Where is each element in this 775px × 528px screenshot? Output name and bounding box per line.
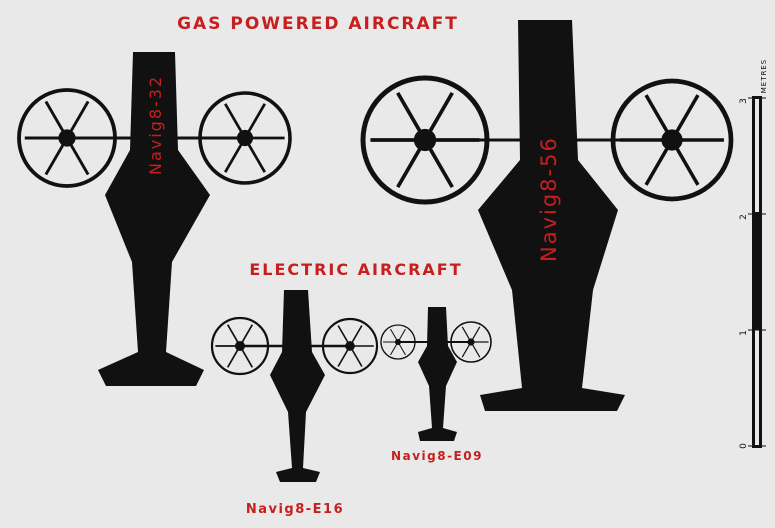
fuselage-navig8-56 xyxy=(478,20,625,411)
fuselage-navig8-32 xyxy=(98,52,210,386)
scale-unit-label: METRES xyxy=(760,59,768,93)
rotor-icon xyxy=(363,78,487,202)
scale-tick-1: 1 xyxy=(739,330,749,336)
scale-tick-2: 2 xyxy=(739,214,749,220)
rotor-icon xyxy=(212,318,268,374)
model-label-navig8-56: Navig8-56 xyxy=(537,136,561,262)
aircraft-navig8-e16 xyxy=(212,290,377,482)
scale-tick-0: 0 xyxy=(739,443,749,449)
rotor-icon xyxy=(19,90,115,186)
gas-powered-heading: GAS POWERED AIRCRAFT xyxy=(177,14,459,34)
electric-heading: ELECTRIC AIRCRAFT xyxy=(249,260,462,279)
caption-navig8-e16: Navig8-E16 xyxy=(246,502,344,517)
aircraft-navig8-32: Navig8-32 xyxy=(19,52,290,386)
fuselage-navig8-e09 xyxy=(418,307,457,441)
aircraft-navig8-56: Navig8-56 xyxy=(363,20,731,411)
rotor-icon xyxy=(451,322,491,362)
caption-navig8-e09: Navig8-E09 xyxy=(391,449,483,463)
model-label-navig8-32: Navig8-32 xyxy=(146,75,165,175)
fuselage-navig8-e16 xyxy=(270,290,325,482)
rotor-icon xyxy=(613,81,731,199)
aircraft-navig8-e09 xyxy=(381,307,491,441)
rotor-icon xyxy=(323,319,377,373)
scale-tick-3: 3 xyxy=(739,98,749,104)
rotor-icon xyxy=(200,93,290,183)
rotor-icon xyxy=(381,325,415,359)
scale-bar: 0 1 2 3 METRES xyxy=(739,59,768,449)
